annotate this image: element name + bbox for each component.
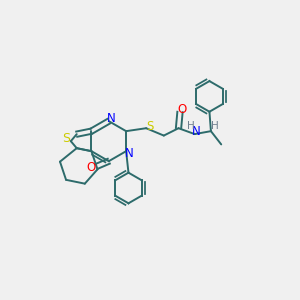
Text: N: N	[125, 147, 134, 160]
Text: H: H	[187, 121, 195, 131]
Text: O: O	[178, 103, 187, 116]
Text: S: S	[146, 120, 153, 133]
Text: H: H	[211, 121, 218, 131]
Text: O: O	[86, 161, 96, 175]
Text: N: N	[107, 112, 116, 125]
Text: N: N	[192, 125, 201, 138]
Text: S: S	[62, 132, 70, 145]
